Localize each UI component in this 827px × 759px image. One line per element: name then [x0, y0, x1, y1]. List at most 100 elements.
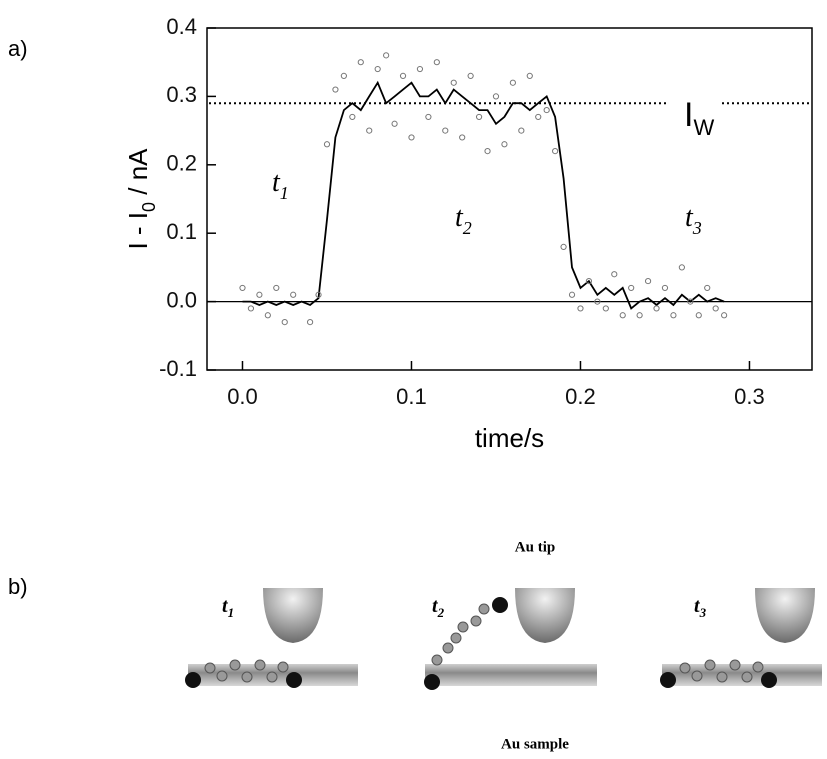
data-point	[611, 271, 618, 278]
molecule	[204, 603, 764, 683]
y-tick-label: -0.1	[159, 356, 197, 381]
data-point	[721, 312, 728, 319]
data-point	[543, 106, 550, 114]
data-point	[290, 291, 297, 298]
data-point	[315, 291, 322, 298]
state-label-text: t	[432, 595, 439, 617]
data-point	[459, 134, 466, 141]
data-point	[695, 312, 702, 319]
annotation: t3	[685, 202, 702, 238]
x-tick-label: 0.1	[396, 384, 427, 409]
y-axis-label-part: / nA	[123, 148, 153, 202]
data-point	[509, 79, 516, 86]
annotation-sub: 1	[280, 183, 289, 203]
data-point	[416, 65, 424, 73]
data-point	[484, 148, 491, 155]
annotation: t2	[455, 202, 472, 238]
data-point	[374, 65, 381, 73]
data-point	[552, 148, 559, 155]
data-point	[247, 305, 255, 312]
x-tick-label: 0.3	[734, 384, 765, 409]
state-label-text: t	[694, 595, 701, 617]
data-point	[425, 113, 432, 121]
data-point	[568, 291, 576, 298]
annotation-sub: 3	[692, 218, 702, 238]
data-point	[383, 52, 390, 59]
data-point	[687, 298, 694, 305]
y-tick-label: 0.4	[166, 14, 197, 39]
data-point	[264, 312, 271, 319]
data-point	[492, 93, 500, 100]
reference-label: IW	[684, 96, 714, 140]
plot-frame	[206, 27, 813, 371]
data-point	[408, 134, 415, 141]
y-tick-label: 0.1	[166, 219, 197, 244]
reference-label-text: I	[684, 96, 693, 134]
data-point	[653, 305, 660, 312]
end-group	[185, 597, 777, 690]
data-point	[273, 284, 280, 292]
data-point	[399, 72, 407, 79]
data-point	[501, 141, 508, 148]
y-tick-label: 0.0	[166, 287, 197, 312]
diagram: Au tip Au sample t1 t2 t3	[185, 539, 822, 752]
data-point	[467, 72, 474, 79]
data-point	[256, 291, 263, 298]
annotation-sub: 2	[463, 218, 472, 238]
data-point	[433, 59, 440, 66]
data-point	[340, 72, 347, 79]
data-point	[357, 59, 364, 66]
data-point	[349, 113, 356, 121]
data-point	[281, 319, 288, 326]
data-line	[242, 80, 725, 310]
annotation-text: t	[272, 167, 281, 198]
data-point	[560, 243, 567, 250]
annotation-text: t	[685, 202, 694, 233]
y-tick-label: 0.3	[166, 82, 197, 107]
data-point	[670, 312, 677, 319]
annotation-text: t	[455, 202, 464, 233]
data-point	[366, 127, 373, 134]
data-point	[602, 305, 609, 312]
data-point	[391, 120, 398, 127]
data-point	[450, 79, 457, 86]
state-label-sub: 3	[699, 605, 707, 620]
sample-label: Au sample	[501, 736, 569, 752]
y-axis-label: I - I0 / nA	[123, 148, 159, 250]
data-point	[442, 127, 449, 134]
data-point	[239, 284, 246, 292]
state-label-sub: 2	[437, 605, 445, 620]
tip	[515, 588, 575, 643]
data-point	[594, 298, 601, 305]
data-point	[577, 305, 584, 312]
data-point	[323, 141, 331, 148]
tip	[755, 588, 815, 643]
data-point	[475, 113, 483, 121]
data-point	[712, 305, 719, 312]
state-label: t1	[222, 595, 234, 621]
data-point	[644, 277, 652, 285]
x-tick-label: 0.0	[227, 384, 258, 409]
data-point	[704, 284, 711, 292]
annotation: t1	[272, 167, 289, 203]
data-point	[535, 113, 542, 121]
data-point	[678, 264, 685, 271]
data-point	[636, 312, 643, 319]
x-tick-label: 0.2	[565, 384, 596, 409]
y-axis-label-part: I - I	[123, 212, 153, 250]
y-tick-label: 0.2	[166, 151, 197, 176]
data-point	[306, 319, 314, 326]
data-point	[628, 284, 635, 292]
data-point	[585, 277, 593, 285]
data-point	[518, 127, 525, 134]
reference-label-sub: W	[693, 116, 714, 141]
surface	[425, 664, 597, 686]
state-label: t3	[694, 595, 707, 621]
y-axis-label-part: 0	[139, 202, 159, 212]
panel-label: a)	[8, 36, 28, 61]
tip-label: Au tip	[515, 539, 555, 555]
data-point	[526, 72, 533, 79]
x-axis-label: time/s	[475, 423, 544, 453]
